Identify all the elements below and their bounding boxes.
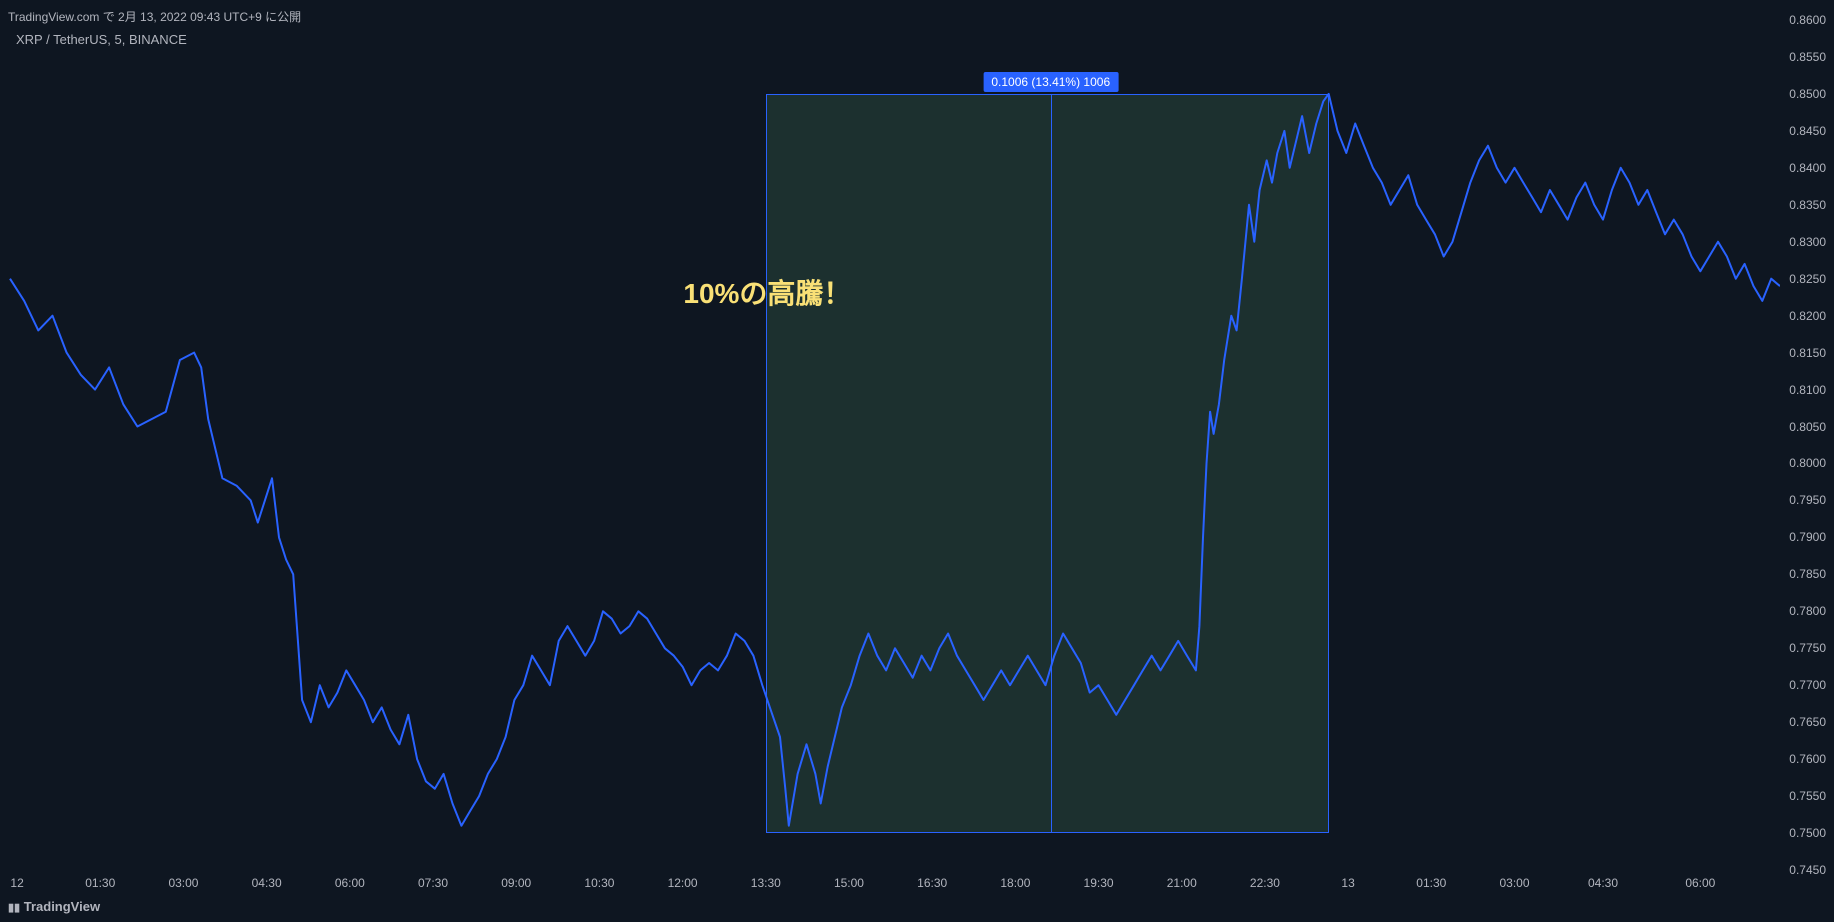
y-tick-label: 0.7600	[1789, 752, 1826, 766]
y-tick-label: 0.7450	[1789, 863, 1826, 877]
x-tick-label: 01:30	[1416, 876, 1446, 890]
tradingview-logo: ▮▮ TradingView	[8, 899, 100, 914]
y-tick-label: 0.8550	[1789, 50, 1826, 64]
y-tick-label: 0.8450	[1789, 124, 1826, 138]
logo-icon: ▮▮	[8, 902, 20, 914]
x-tick-label: 06:00	[1685, 876, 1715, 890]
x-tick-label: 09:00	[501, 876, 531, 890]
x-tick-label: 03:00	[168, 876, 198, 890]
x-tick-label: 21:00	[1167, 876, 1197, 890]
chart-area[interactable]	[0, 0, 1780, 870]
x-tick-label: 19:30	[1084, 876, 1114, 890]
y-tick-label: 0.8600	[1789, 13, 1826, 27]
y-tick-label: 0.7500	[1789, 826, 1826, 840]
y-tick-label: 0.8000	[1789, 456, 1826, 470]
x-tick-label: 13	[1341, 876, 1354, 890]
y-tick-label: 0.7700	[1789, 678, 1826, 692]
y-tick-label: 0.8150	[1789, 346, 1826, 360]
x-tick-label: 12:00	[668, 876, 698, 890]
x-tick-label: 10:30	[584, 876, 614, 890]
y-tick-label: 0.8350	[1789, 198, 1826, 212]
x-tick-label: 04:30	[252, 876, 282, 890]
y-tick-label: 0.7850	[1789, 567, 1826, 581]
y-tick-label: 0.7950	[1789, 493, 1826, 507]
y-tick-label: 0.7900	[1789, 530, 1826, 544]
x-tick-label: 16:30	[917, 876, 947, 890]
x-tick-label: 04:30	[1588, 876, 1618, 890]
price-line-chart	[0, 0, 1780, 870]
x-tick-label: 18:00	[1000, 876, 1030, 890]
x-tick-label: 03:00	[1499, 876, 1529, 890]
y-tick-label: 0.8250	[1789, 272, 1826, 286]
y-tick-label: 0.7750	[1789, 641, 1826, 655]
x-tick-label: 12	[10, 876, 23, 890]
y-tick-label: 0.8200	[1789, 309, 1826, 323]
x-tick-label: 01:30	[85, 876, 115, 890]
y-tick-label: 0.8100	[1789, 383, 1826, 397]
x-tick-label: 06:00	[335, 876, 365, 890]
y-tick-label: 0.8050	[1789, 420, 1826, 434]
x-tick-label: 15:00	[834, 876, 864, 890]
y-tick-label: 0.7800	[1789, 604, 1826, 618]
logo-text: TradingView	[24, 899, 100, 914]
x-tick-label: 22:30	[1250, 876, 1280, 890]
x-tick-label: 13:30	[751, 876, 781, 890]
price-tooltip: 0.1006 (13.41%) 1006	[983, 72, 1118, 92]
y-tick-label: 0.7650	[1789, 715, 1826, 729]
x-tick-label: 07:30	[418, 876, 448, 890]
y-tick-label: 0.7550	[1789, 789, 1826, 803]
y-tick-label: 0.8300	[1789, 235, 1826, 249]
annotation-text: 10%の高騰！	[683, 272, 851, 312]
y-tick-label: 0.8500	[1789, 87, 1826, 101]
y-tick-label: 0.8400	[1789, 161, 1826, 175]
